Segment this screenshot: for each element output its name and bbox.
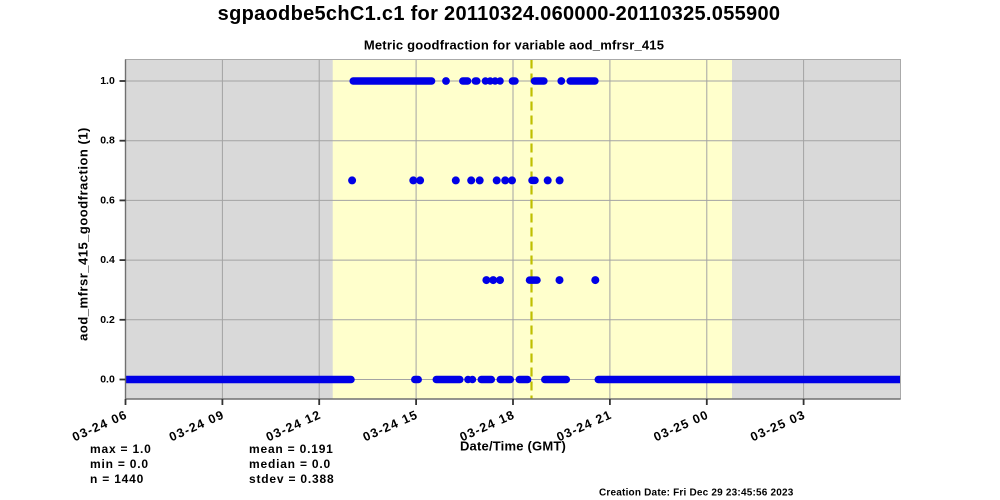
svg-text:mean = 0.191: mean = 0.191 (249, 442, 334, 456)
svg-text:n = 1440: n = 1440 (90, 472, 144, 486)
svg-text:1.0: 1.0 (100, 75, 115, 87)
svg-text:Metric goodfraction for variab: Metric goodfraction for variable aod_mfr… (364, 38, 664, 53)
svg-text:aod_mfrsr_415_goodfraction (1): aod_mfrsr_415_goodfraction (1) (76, 127, 91, 341)
svg-text:median = 0.0: median = 0.0 (249, 457, 331, 471)
svg-text:0.6: 0.6 (100, 194, 115, 206)
svg-text:0.8: 0.8 (100, 135, 115, 147)
svg-text:stdev = 0.388: stdev = 0.388 (249, 472, 334, 486)
svg-text:0.0: 0.0 (100, 374, 115, 386)
svg-text:min = 0.0: min = 0.0 (90, 457, 149, 471)
svg-text:Creation Date: Fri Dec 29 23:4: Creation Date: Fri Dec 29 23:45:56 2023 (599, 488, 794, 499)
svg-text:Date/Time (GMT): Date/Time (GMT) (460, 439, 566, 454)
svg-text:max = 1.0: max = 1.0 (90, 442, 152, 456)
svg-text:0.4: 0.4 (100, 254, 115, 266)
svg-text:sgpaodbe5chC1.c1 for 20110324.: sgpaodbe5chC1.c1 for 20110324.060000-201… (218, 3, 781, 25)
svg-text:0.2: 0.2 (100, 314, 115, 326)
